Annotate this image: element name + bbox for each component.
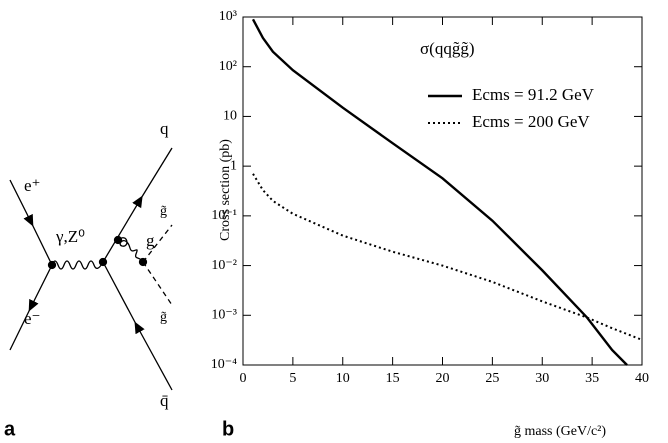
y-tick-label: 10⁻³ (211, 308, 237, 323)
label-e-plus: e⁺ (24, 176, 41, 195)
label-quark: q (160, 119, 169, 138)
label-gluino: g̃ (160, 204, 167, 219)
label-e-minus: e⁻ (24, 309, 41, 328)
x-tick-label: 35 (585, 371, 599, 386)
label-gluino: g̃ (160, 310, 167, 325)
label-gluon: g (146, 231, 155, 250)
x-tick-label: 30 (535, 371, 549, 386)
label-antiquark: q̄ (160, 391, 169, 410)
y-tick-label: 10 (223, 109, 237, 124)
x-tick-label: 15 (386, 371, 400, 386)
y-tick-label: 10⁻¹ (211, 208, 237, 223)
y-tick-label: 10⁻² (211, 258, 237, 273)
y-tick-label: 10³ (219, 9, 237, 24)
x-tick-label: 25 (485, 371, 499, 386)
y-tick-label: 10² (219, 59, 237, 74)
x-tick-label: 0 (240, 371, 247, 386)
panel-label: a (4, 418, 16, 440)
x-tick-label: 5 (289, 371, 296, 386)
series-line (252, 173, 643, 341)
chart-title: σ(qqg̃g̃) (420, 39, 475, 58)
series-line (251, 18, 628, 366)
y-tick-label: 10⁻⁴ (211, 357, 237, 372)
panel-label: b (222, 418, 234, 440)
x-tick-label: 20 (436, 371, 450, 386)
y-axis-label: Cross section (pb) (218, 139, 233, 241)
x-axis-label: g̃ mass (GeV/c²) (514, 424, 606, 439)
label-boson: γ,Z⁰ (55, 227, 85, 246)
legend-label: Ecms = 200 GeV (472, 112, 590, 131)
feynman-diagram (9, 147, 173, 391)
legend-label: Ecms = 91.2 GeV (472, 85, 595, 104)
x-tick-label: 10 (336, 371, 350, 386)
y-tick-label: 1 (230, 158, 237, 173)
x-tick-label: 40 (635, 371, 649, 386)
